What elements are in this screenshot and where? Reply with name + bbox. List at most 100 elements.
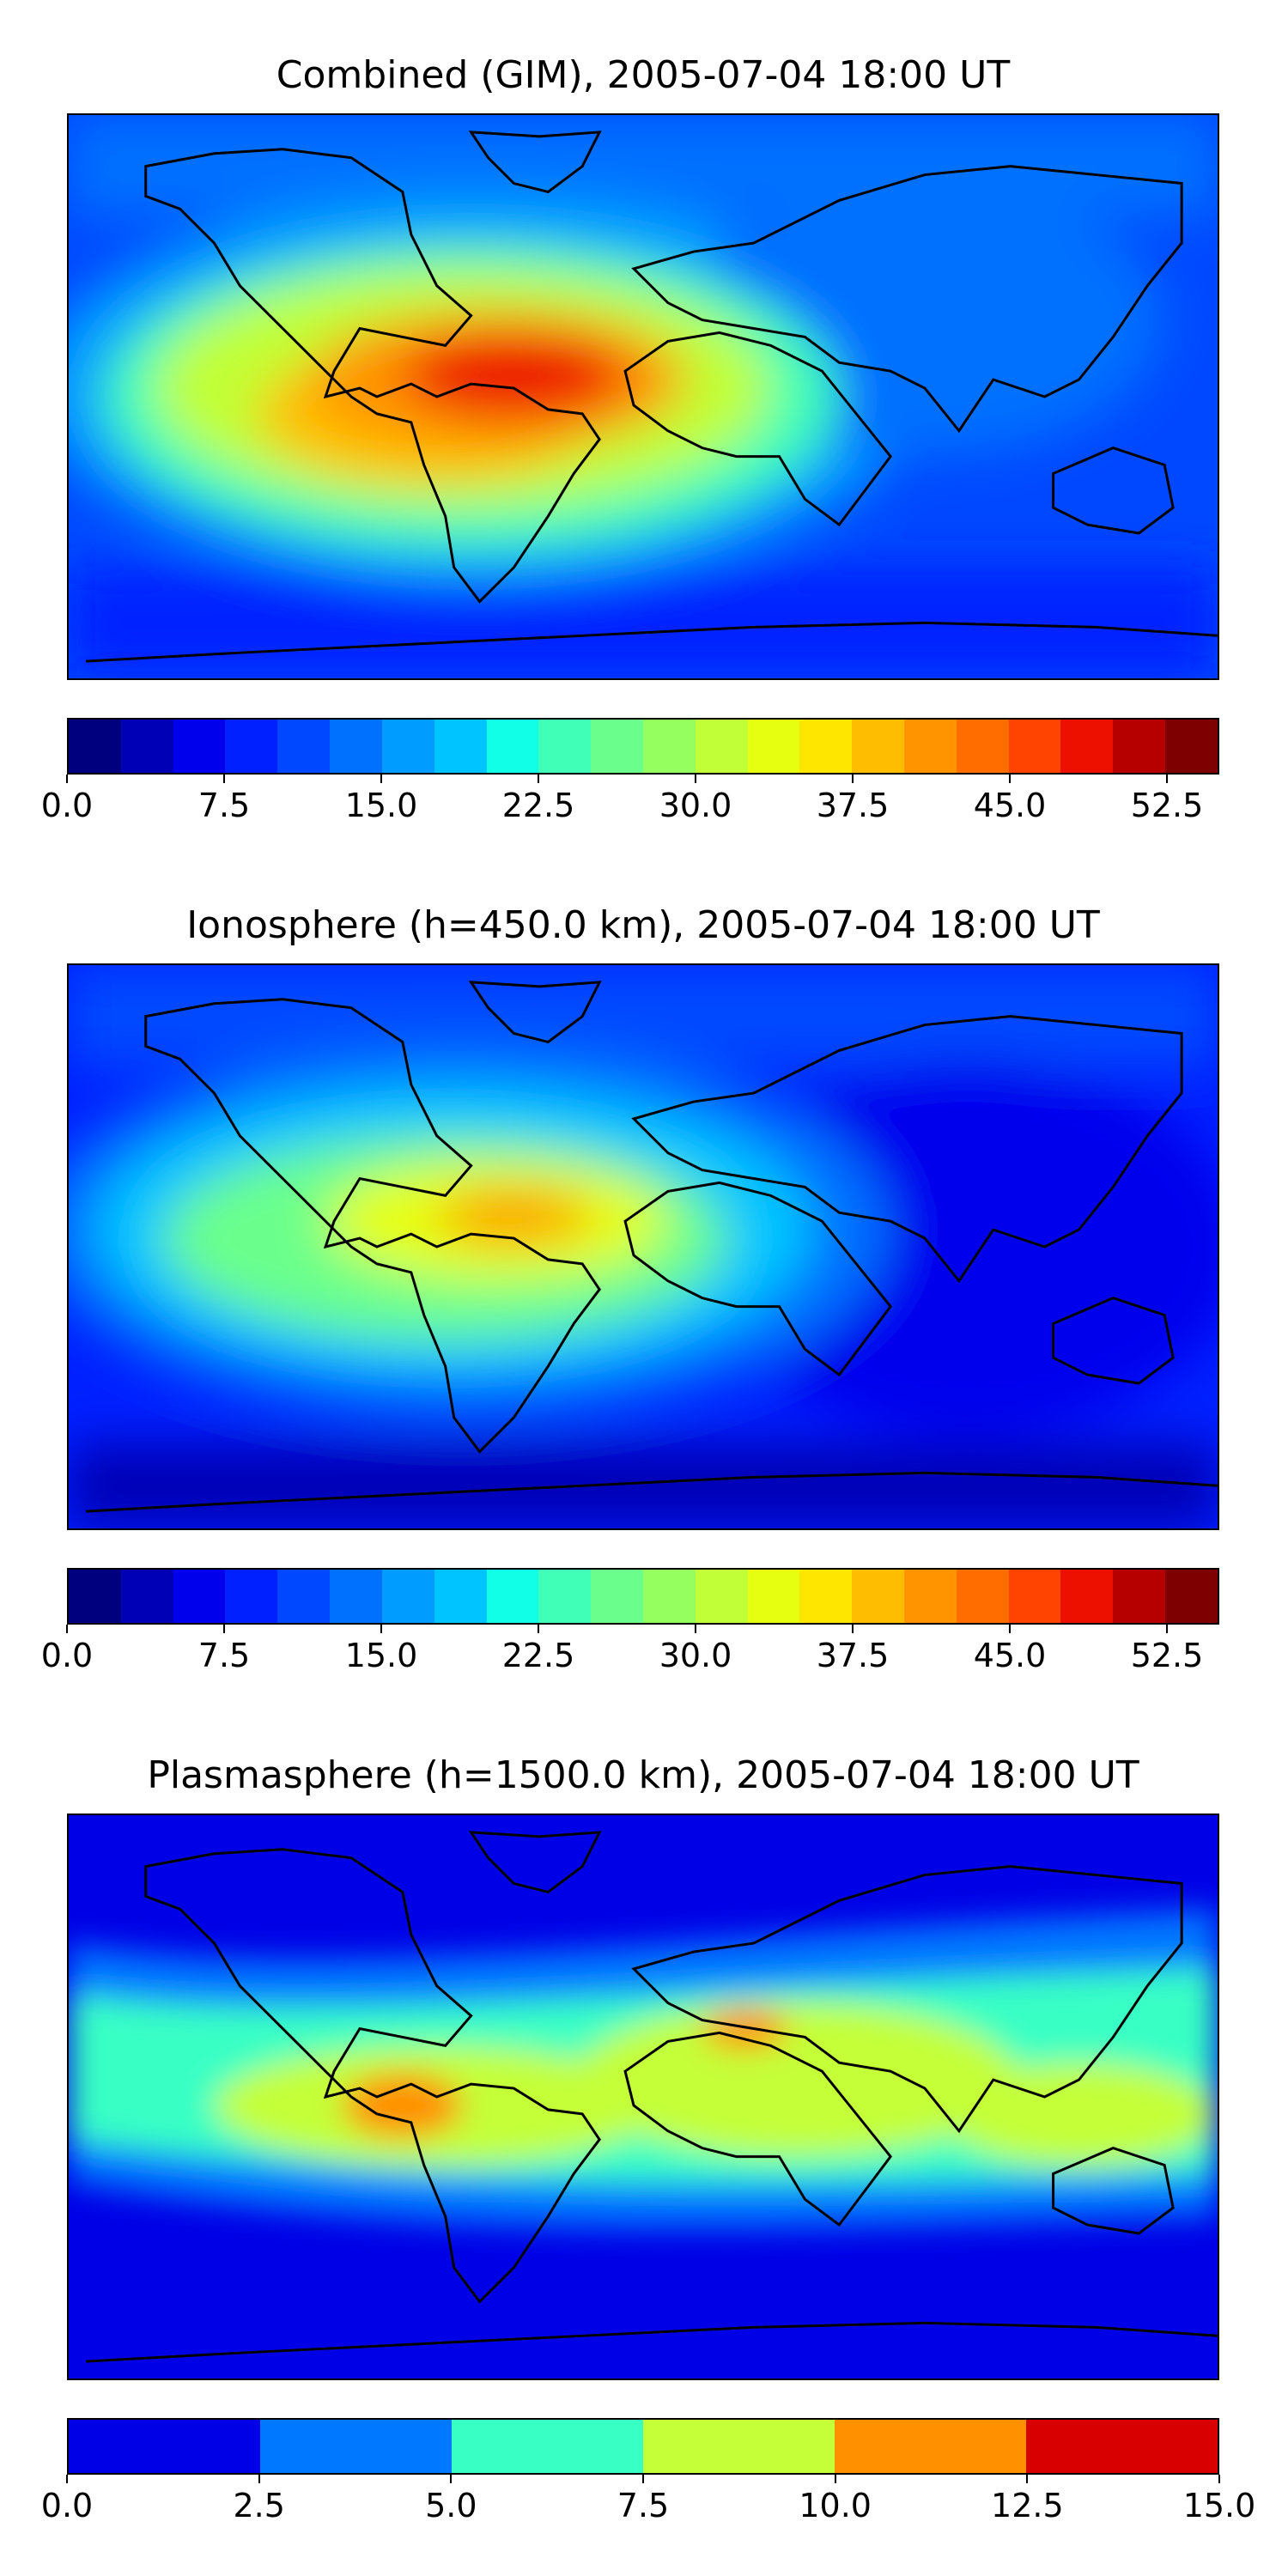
- colorbar-tick-label: 10.0: [799, 2487, 872, 2524]
- panel-1-title: Combined (GIM), 2005-07-04 18:00 UT: [276, 53, 1011, 97]
- panel-1-colorbar-ticks: 0.0 7.5 15.0 22.5 30.0 37.5 45.0 52.5: [41, 775, 1219, 826]
- colorbar-segment: [1060, 1570, 1114, 1623]
- colorbar-tick-mark: [1218, 2475, 1220, 2483]
- colorbar-segment: [225, 1570, 278, 1623]
- colorbar-segment: [1165, 720, 1218, 773]
- colorbar-tick-mark: [852, 1625, 854, 1633]
- colorbar-segment: [835, 2420, 1026, 2473]
- colorbar-tick-label: 37.5: [816, 787, 890, 824]
- colorbar-segment: [120, 1570, 173, 1623]
- colorbar-tick-label: 0.0: [40, 787, 94, 824]
- colorbar-segment: [225, 720, 278, 773]
- colorbar-tick-mark: [380, 775, 382, 783]
- colorbar-tick-mark: [1166, 775, 1168, 783]
- colorbar-segment: [1026, 2420, 1218, 2473]
- colorbar-tick-label: 37.5: [816, 1637, 890, 1674]
- panel-3-title: Plasmasphere (h=1500.0 km), 2005-07-04 1…: [147, 1753, 1139, 1797]
- colorbar-segment: [486, 1570, 539, 1623]
- colorbar-tick-label: 12.5: [991, 2487, 1064, 2524]
- colorbar-segment: [1060, 720, 1114, 773]
- colorbar-tick-mark: [66, 775, 68, 783]
- colorbar-segment: [904, 1570, 957, 1623]
- colorbar-tick-label: 5.0: [425, 2487, 477, 2524]
- colorbar-segment: [642, 720, 696, 773]
- colorbar-segment: [852, 720, 904, 773]
- colorbar-segment: [330, 720, 382, 773]
- colorbar-segment: [591, 1570, 643, 1623]
- colorbar-tick-label: 30.0: [659, 1637, 732, 1674]
- panel-1-map: [67, 113, 1219, 680]
- colorbar-segment: [538, 1570, 592, 1623]
- panel-2-map: [67, 963, 1219, 1530]
- colorbar-tick-label: 15.0: [344, 1637, 418, 1674]
- panel-2-title: Ionosphere (h=450.0 km), 2005-07-04 18:0…: [186, 903, 1100, 947]
- colorbar-tick-label: 45.0: [973, 1637, 1047, 1674]
- colorbar-segment: [381, 720, 434, 773]
- colorbar-segment: [277, 1570, 331, 1623]
- colorbar-segment: [434, 1570, 487, 1623]
- colorbar-tick-mark: [1026, 2475, 1029, 2483]
- colorbar-tick-mark: [1009, 775, 1011, 783]
- colorbar-tick-mark: [642, 2475, 644, 2483]
- colorbar-segment: [173, 1570, 226, 1623]
- colorbar-tick-label: 7.5: [617, 2487, 670, 2524]
- colorbar-tick-label: 0.0: [40, 2487, 94, 2524]
- colorbar-segment: [452, 2420, 643, 2473]
- colorbar-tick-label: 45.0: [973, 787, 1047, 824]
- colorbar-tick-mark: [538, 1625, 539, 1633]
- colorbar-tick-label: 22.5: [501, 787, 575, 824]
- panel-3-colorbar: [67, 2418, 1219, 2475]
- panel-3-map: [67, 1814, 1219, 2380]
- panel-3-colorbar-ticks: 0.0 2.5 5.0 7.5 10.0 12.5 15.0: [41, 2475, 1255, 2526]
- colorbar-segment: [173, 720, 226, 773]
- colorbar-tick-mark: [66, 1625, 68, 1633]
- colorbar-segment: [852, 1570, 904, 1623]
- colorbar-segment: [747, 720, 800, 773]
- colorbar-tick-label: 30.0: [659, 787, 732, 824]
- colorbar-tick-label: 7.5: [197, 787, 251, 824]
- colorbar-segment: [956, 720, 1009, 773]
- colorbar-segment: [747, 1570, 800, 1623]
- colorbar-segment: [434, 720, 487, 773]
- colorbar-tick-label: 0.0: [40, 1637, 94, 1674]
- colorbar-tick-mark: [1166, 1625, 1168, 1633]
- colorbar-segment: [1165, 1570, 1218, 1623]
- colorbar-tick-mark: [258, 2475, 260, 2483]
- colorbar-segment: [69, 2420, 260, 2473]
- colorbar-segment: [486, 720, 539, 773]
- colorbar-segment: [1008, 720, 1061, 773]
- colorbar-tick-label: 15.0: [344, 787, 418, 824]
- colorbar-segment: [381, 1570, 434, 1623]
- colorbar-segment: [695, 720, 748, 773]
- colorbar-tick-mark: [223, 1625, 225, 1633]
- colorbar-tick-label: 15.0: [1182, 2487, 1256, 2524]
- colorbar-segment: [695, 1570, 748, 1623]
- colorbar-segment: [1008, 1570, 1061, 1623]
- colorbar-segment: [643, 2420, 835, 2473]
- colorbar-tick-mark: [450, 2475, 453, 2483]
- colorbar-tick-mark: [223, 775, 225, 783]
- colorbar-tick-mark: [852, 775, 854, 783]
- colorbar-segment: [69, 720, 121, 773]
- colorbar-segment: [1113, 720, 1166, 773]
- colorbar-tick-mark: [1009, 1625, 1011, 1633]
- colorbar-tick-mark: [834, 2475, 836, 2483]
- colorbar-tick-mark: [695, 775, 696, 783]
- colorbar-tick-label: 52.5: [1130, 1637, 1204, 1674]
- colorbar-segment: [260, 2420, 452, 2473]
- colorbar-tick-label: 52.5: [1130, 787, 1204, 824]
- colorbar-segment: [538, 720, 592, 773]
- colorbar-segment: [956, 1570, 1009, 1623]
- colorbar-segment: [120, 720, 173, 773]
- colorbar-tick-mark: [66, 2475, 68, 2483]
- colorbar-tick-label: 22.5: [501, 1637, 575, 1674]
- colorbar-tick-mark: [380, 1625, 382, 1633]
- colorbar-tick-mark: [538, 775, 539, 783]
- colorbar-segment: [277, 720, 331, 773]
- colorbar-segment: [642, 1570, 696, 1623]
- colorbar-tick-label: 2.5: [233, 2487, 285, 2524]
- colorbar-segment: [591, 720, 643, 773]
- colorbar-tick-mark: [695, 1625, 696, 1633]
- panel-2-colorbar: [67, 1568, 1219, 1625]
- colorbar-segment: [799, 720, 853, 773]
